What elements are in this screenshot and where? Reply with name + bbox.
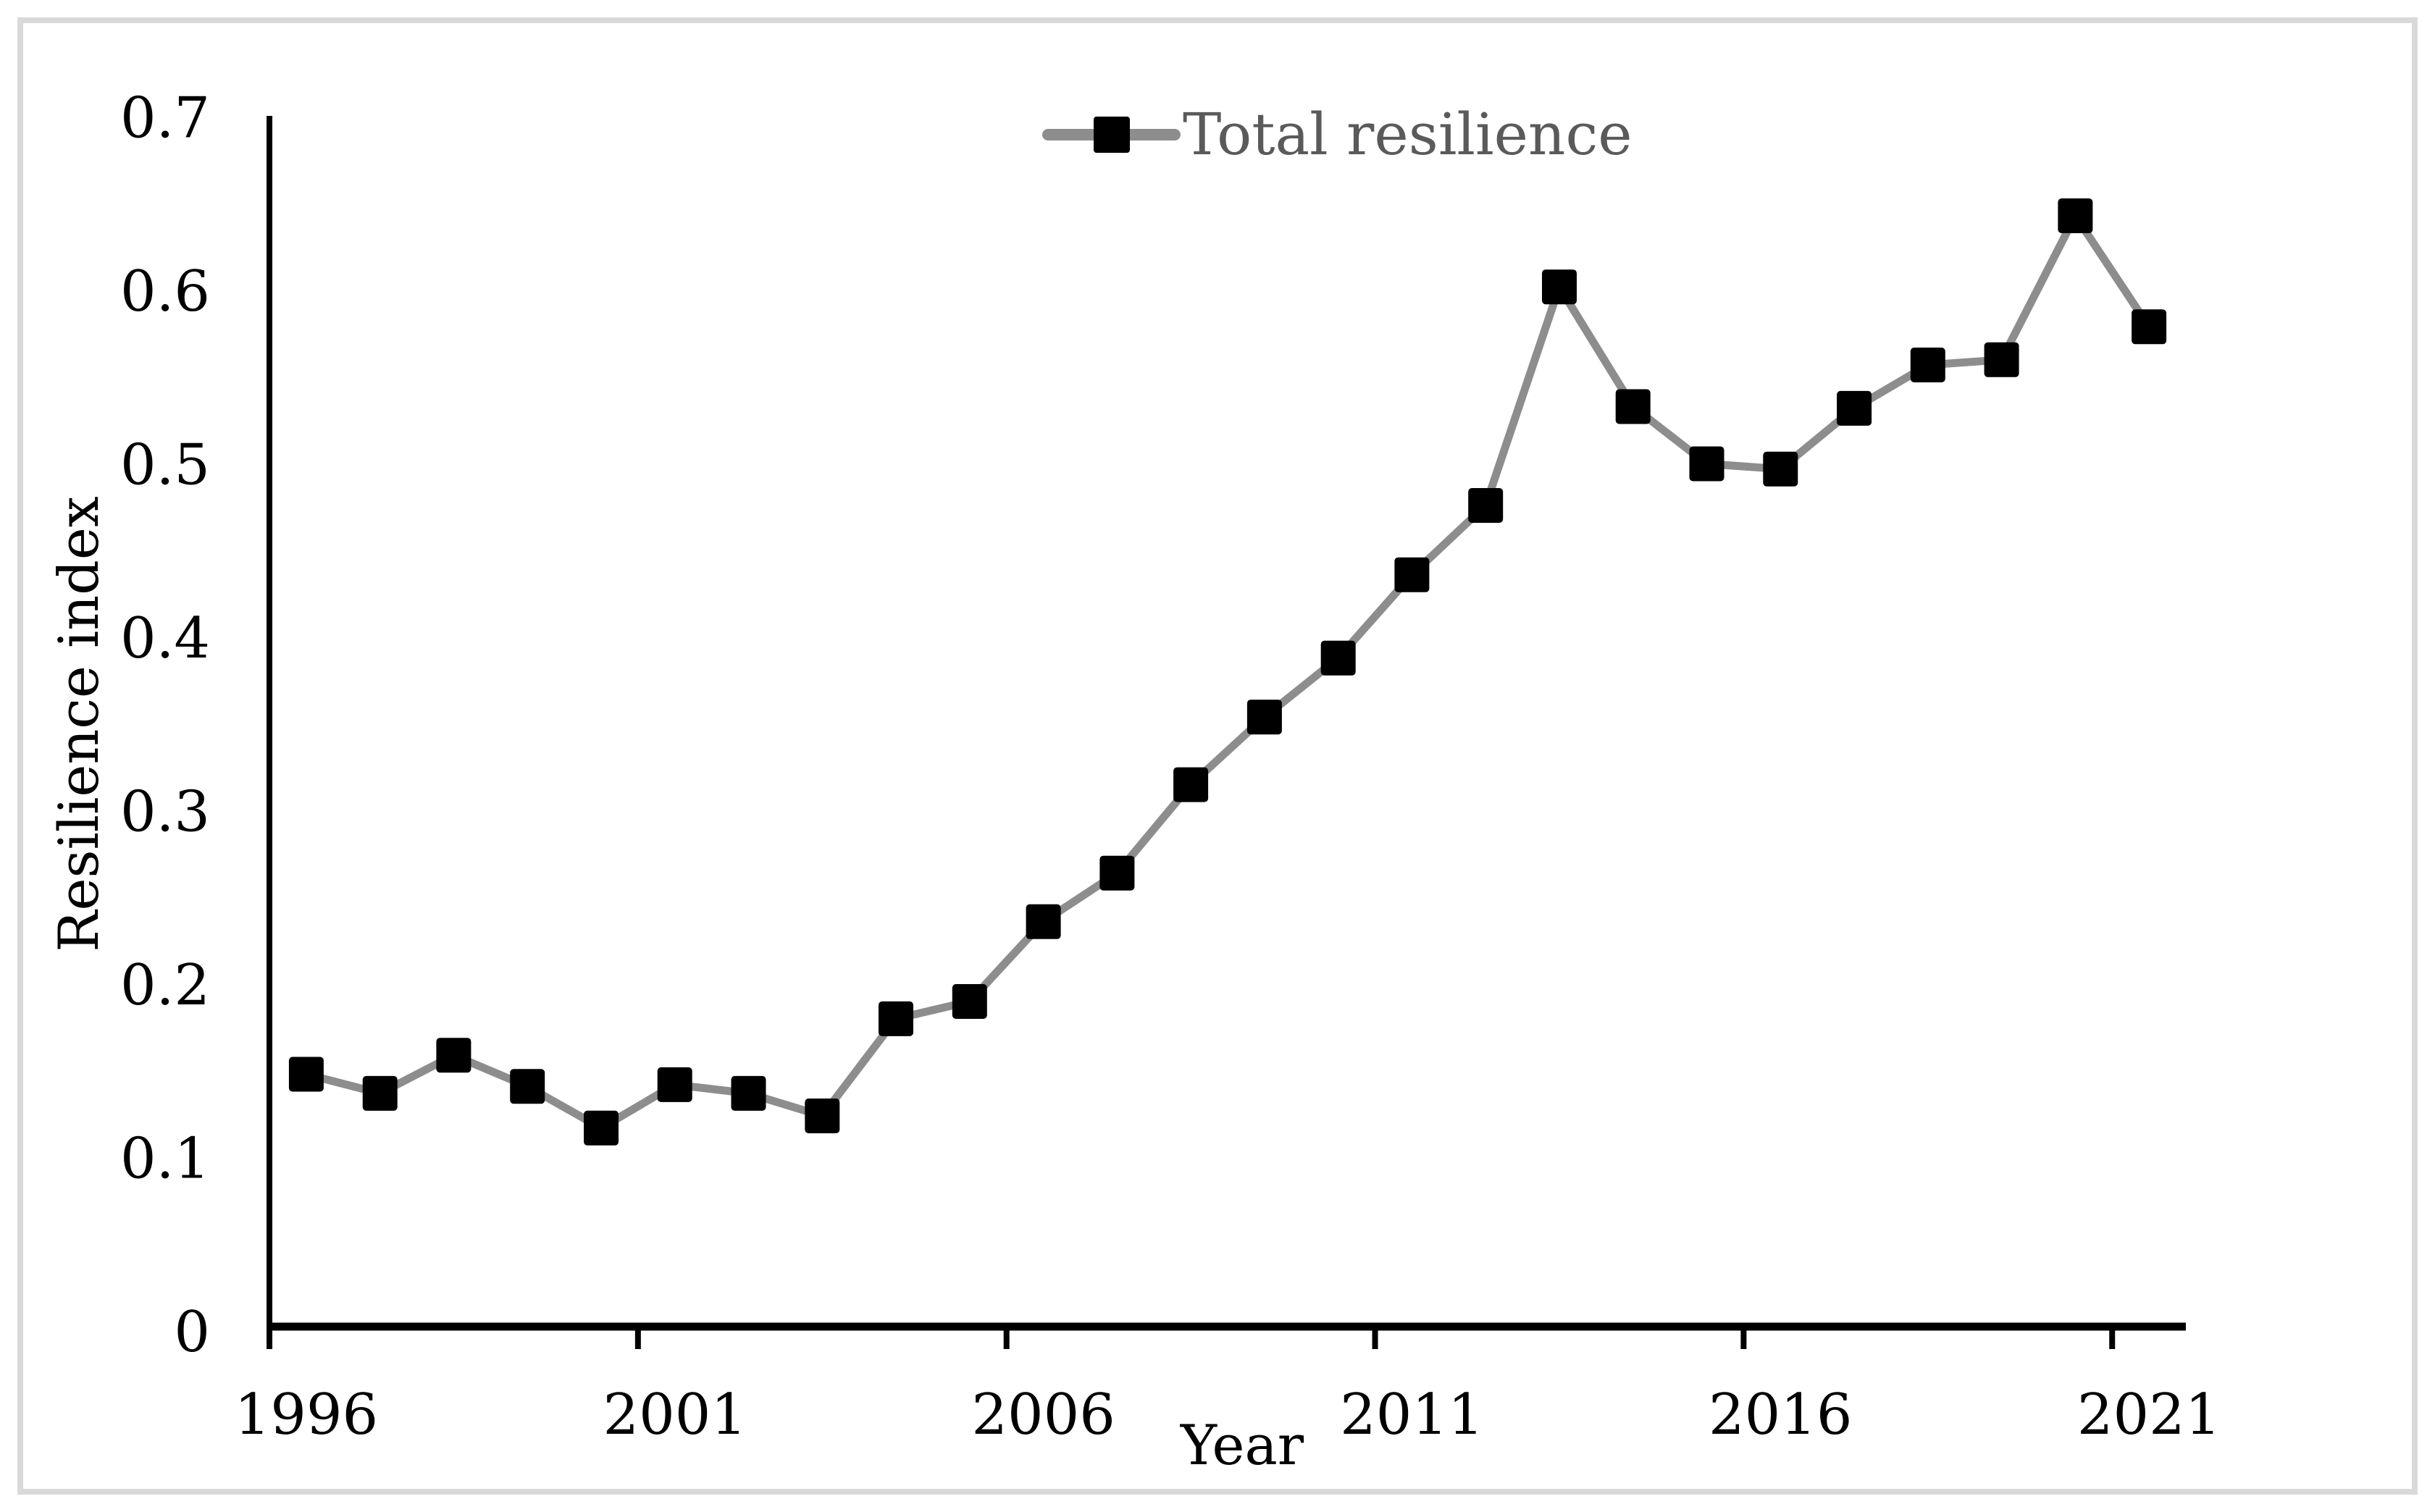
x-axis-tick-labels: 1996 2001 2006 2011 2016 2021 (235, 1382, 2221, 1448)
y-tick-label: 0 (174, 1300, 210, 1365)
y-tick-label: 0.5 (120, 433, 210, 498)
x-tick-label: 2001 (603, 1382, 747, 1448)
data-point-2005 (952, 984, 987, 1019)
legend: Total resilience (1042, 101, 1633, 168)
data-point-2020 (2058, 198, 2093, 233)
y-axis-tick-labels: 0 0.1 0.2 0.3 0.4 0.5 0.6 0.7 (120, 86, 210, 1366)
data-point-2016 (1763, 451, 1798, 487)
x-tick-label: 2011 (1340, 1382, 1484, 1448)
x-tick-label: 2016 (1709, 1382, 1853, 1448)
data-point-2008 (1173, 767, 1209, 802)
data-point-2004 (879, 1001, 913, 1036)
total-resilience-series (288, 198, 2167, 1146)
legend-marker-sample (1094, 117, 1130, 153)
data-point-2009 (1246, 700, 1282, 735)
x-axis-title: Year (1180, 1413, 1304, 1477)
data-point-1997 (362, 1075, 398, 1111)
x-tick-label: 2006 (971, 1382, 1115, 1448)
x-axis-ticks (267, 1330, 2116, 1349)
y-tick-label: 0.1 (120, 1127, 210, 1192)
data-point-2003 (805, 1099, 840, 1133)
data-point-1998 (436, 1038, 472, 1073)
y-tick-label: 0.2 (120, 953, 210, 1018)
data-point-2011 (1394, 557, 1430, 592)
figure-border (17, 17, 2418, 1495)
data-point-1999 (510, 1069, 545, 1104)
y-tick-label: 0.4 (120, 606, 210, 671)
data-point-1996 (288, 1057, 324, 1092)
data-point-2015 (1689, 446, 1724, 482)
data-point-2010 (1320, 640, 1356, 676)
y-tick-label: 0.6 (120, 259, 210, 324)
y-tick-label: 0.7 (120, 86, 210, 151)
data-point-2019 (1984, 342, 2019, 377)
total-resilience-line (305, 211, 2153, 1133)
data-point-2001 (657, 1067, 692, 1102)
data-point-2018 (1910, 348, 1945, 382)
x-tick-label: 1996 (235, 1382, 379, 1448)
data-point-2002 (731, 1075, 766, 1111)
data-point-2013 (1542, 269, 1577, 305)
data-point-2007 (1099, 855, 1135, 891)
data-point-2017 (1837, 390, 1872, 426)
data-point-2000 (584, 1110, 619, 1146)
data-point-2006 (1026, 904, 1061, 939)
y-axis-title: Resilience index (46, 496, 111, 952)
data-point-2021 (2132, 309, 2167, 345)
x-tick-label: 2021 (2077, 1382, 2221, 1448)
data-point-2012 (1468, 488, 1504, 523)
y-tick-label: 0.3 (120, 780, 210, 845)
legend-label: Total resilience (1183, 101, 1633, 168)
data-point-2014 (1615, 389, 1651, 424)
